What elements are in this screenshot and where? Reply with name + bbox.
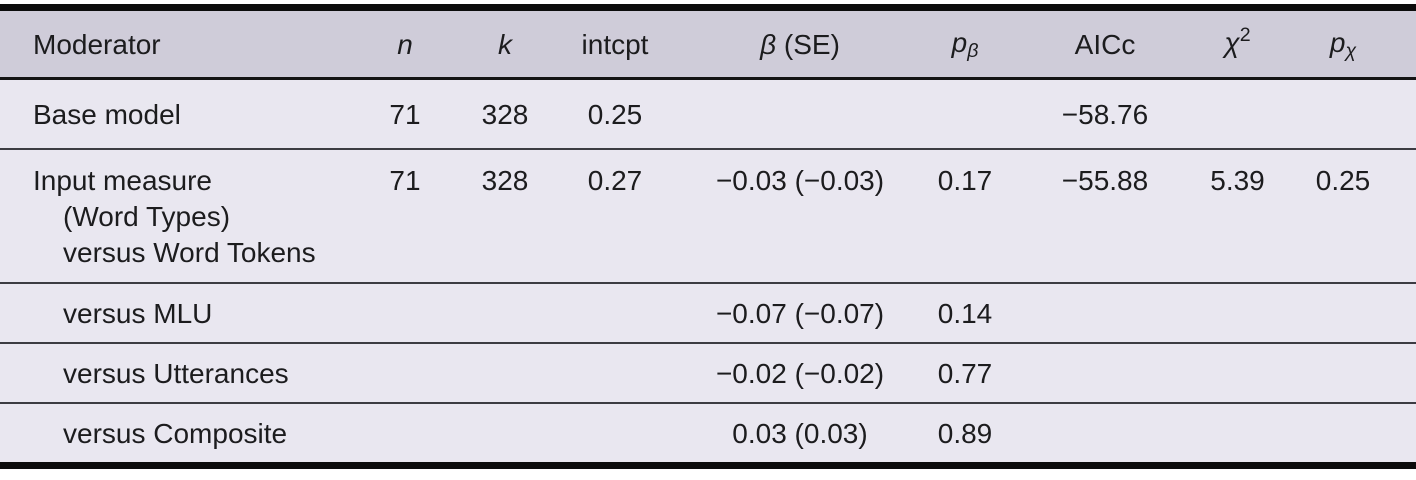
cell-aicc: −58.76	[1005, 78, 1205, 150]
table-row-input-measure: Input measure (Word Types) versus Word T…	[0, 149, 1416, 284]
header-moderator: Moderator	[0, 7, 355, 80]
table-body: Base model 71 328 0.25 −58.76 Input meas…	[0, 78, 1416, 466]
cell-chi-squared	[1205, 343, 1270, 404]
cell-chi-squared	[1205, 78, 1270, 150]
cell-aicc: −55.88	[1005, 149, 1205, 284]
cell-chi-squared: 5.39	[1205, 149, 1270, 284]
header-chi-squared: χ2	[1205, 7, 1270, 80]
cell-p-chi: 0.25	[1270, 149, 1416, 284]
table-row-base-model: Base model 71 328 0.25 −58.76	[0, 78, 1416, 150]
cell-p-beta: 0.77	[925, 343, 1005, 404]
cell-n	[355, 403, 455, 466]
cell-beta-se: −0.02 (−0.02)	[675, 343, 925, 404]
cell-moderator: versus Utterances	[0, 343, 355, 404]
cell-aicc	[1005, 343, 1205, 404]
cell-p-chi	[1270, 403, 1416, 466]
cell-n: 71	[355, 149, 455, 284]
header-aicc: AICc	[1005, 7, 1205, 80]
cell-k	[455, 283, 555, 344]
cell-k	[455, 343, 555, 404]
cell-n	[355, 283, 455, 344]
cell-aicc	[1005, 403, 1205, 466]
cell-p-beta	[925, 78, 1005, 150]
cell-intcpt	[555, 283, 675, 344]
cell-n	[355, 343, 455, 404]
cell-p-beta: 0.17	[925, 149, 1005, 284]
cell-beta-se: 0.03 (0.03)	[732, 418, 868, 449]
cell-moderator: versus MLU	[0, 283, 355, 344]
cell-p-beta: 0.14	[925, 283, 1005, 344]
cell-k: 328	[455, 78, 555, 150]
cell-k	[455, 403, 555, 466]
cell-beta-se: −0.07 (−0.07)	[675, 283, 925, 344]
cell-intcpt: 0.25	[555, 78, 675, 150]
header-intcpt: intcpt	[555, 7, 675, 80]
header-p-chi: pχ	[1270, 7, 1416, 80]
cell-moderator: versus Composite	[63, 418, 288, 449]
table-row-versus-mlu: versus MLU −0.07 (−0.07) 0.14	[0, 283, 1416, 344]
cell-p-chi	[1270, 78, 1416, 150]
header-p-beta: pβ	[925, 7, 1005, 80]
cell-k: 328	[455, 149, 555, 284]
cell-p-chi	[1270, 343, 1416, 404]
cell-moderator: Input measure (Word Types) versus Word T…	[0, 149, 355, 284]
cell-aicc	[1005, 283, 1205, 344]
table-row-versus-utterances: versus Utterances −0.02 (−0.02) 0.77	[0, 343, 1416, 404]
cell-n: 71	[355, 78, 455, 150]
moderator-analysis-table: Moderator n k intcpt β (SE) pβ AICc χ2 p…	[0, 4, 1416, 469]
header-k: k	[455, 7, 555, 80]
cell-beta-se: −0.03 (−0.03)	[675, 149, 925, 284]
cell-p-chi	[1270, 283, 1416, 344]
table-row-versus-composite: versus Composite 0.03 (0.03) 0.89	[0, 403, 1416, 466]
cell-beta-se	[675, 78, 925, 150]
header-n: n	[355, 7, 455, 80]
table-header: Moderator n k intcpt β (SE) pβ AICc χ2 p…	[0, 7, 1416, 80]
cell-intcpt	[555, 403, 675, 466]
cell-intcpt	[555, 343, 675, 404]
cell-moderator: Base model	[0, 78, 355, 150]
header-beta-se: β (SE)	[675, 7, 925, 80]
cell-intcpt: 0.27	[555, 149, 675, 284]
header-row: Moderator n k intcpt β (SE) pβ AICc χ2 p…	[0, 7, 1416, 80]
cell-chi-squared	[1205, 283, 1270, 344]
cell-chi-squared	[1205, 403, 1270, 466]
cell-p-beta: 0.89	[937, 418, 993, 449]
